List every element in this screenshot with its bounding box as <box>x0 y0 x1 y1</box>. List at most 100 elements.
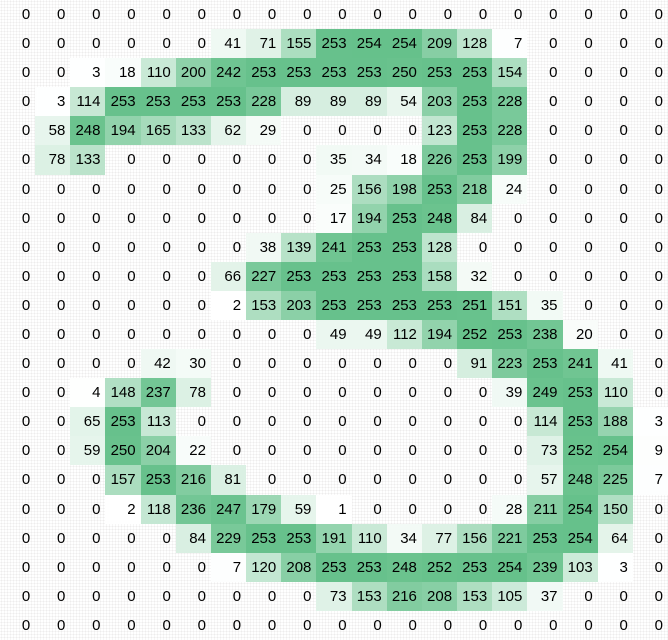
heatmap-cell[interactable]: 0 <box>514 238 523 256</box>
heatmap-cell[interactable]: 118 <box>140 494 176 524</box>
heatmap-cell[interactable]: 0 <box>232 442 242 460</box>
heatmap-cell[interactable]: 0 <box>373 122 382 140</box>
heatmap-cell[interactable]: 0 <box>267 209 277 227</box>
heatmap-cell[interactable]: 253 <box>316 29 352 59</box>
heatmap-cell[interactable]: 0 <box>197 6 206 24</box>
heatmap-cell[interactable]: 0 <box>303 587 312 605</box>
heatmap-cell[interactable]: 253 <box>421 174 458 204</box>
heatmap-cell[interactable]: 37 <box>527 581 563 611</box>
heatmap-cell[interactable]: 84 <box>457 203 493 233</box>
heatmap-cell[interactable]: 110 <box>140 58 176 88</box>
heatmap-cell[interactable]: 39 <box>492 378 528 408</box>
heatmap-cell[interactable]: 0 <box>408 355 417 373</box>
heatmap-cell[interactable]: 252 <box>562 436 598 466</box>
heatmap-cell[interactable]: 0 <box>267 384 277 402</box>
heatmap-cell[interactable]: 0 <box>443 500 453 518</box>
heatmap-cell[interactable]: 179 <box>246 494 282 524</box>
heatmap-cell[interactable]: 0 <box>127 6 136 24</box>
heatmap-cell[interactable]: 250 <box>386 58 422 88</box>
heatmap-cell[interactable]: 254 <box>597 436 633 466</box>
heatmap-cell[interactable]: 0 <box>162 151 171 169</box>
heatmap-cell[interactable]: 0 <box>92 558 101 576</box>
heatmap-cell[interactable]: 0 <box>267 471 277 489</box>
heatmap-cell[interactable]: 0 <box>303 384 312 402</box>
heatmap-cell[interactable]: 42 <box>140 349 176 379</box>
heatmap-cell[interactable]: 0 <box>56 529 66 547</box>
heatmap-cell[interactable]: 0 <box>56 238 66 256</box>
heatmap-cell[interactable]: 0 <box>21 64 31 82</box>
heatmap-cell[interactable]: 0 <box>654 151 663 169</box>
heatmap-cell[interactable]: 0 <box>232 326 242 344</box>
heatmap-cell[interactable]: 0 <box>408 384 417 402</box>
heatmap-cell[interactable]: 0 <box>197 616 206 634</box>
heatmap-cell[interactable]: 0 <box>21 238 31 256</box>
heatmap-cell[interactable]: 253 <box>386 232 422 262</box>
heatmap-cell[interactable]: 0 <box>654 529 663 547</box>
heatmap-cell[interactable]: 139 <box>281 232 317 262</box>
heatmap-cell[interactable]: 0 <box>21 587 31 605</box>
heatmap-cell[interactable]: 153 <box>457 581 493 611</box>
heatmap-cell[interactable]: 0 <box>654 587 663 605</box>
heatmap-cell[interactable]: 35 <box>316 145 352 175</box>
heatmap-cell[interactable]: 0 <box>56 587 66 605</box>
heatmap-cell[interactable]: 0 <box>92 238 101 256</box>
heatmap-cell[interactable]: 0 <box>197 151 206 169</box>
heatmap-cell[interactable]: 250 <box>105 436 141 466</box>
heatmap-cell[interactable]: 54 <box>386 87 422 117</box>
heatmap-cell[interactable]: 0 <box>162 296 171 314</box>
heatmap-cell[interactable]: 58 <box>35 116 71 146</box>
heatmap-cell[interactable]: 0 <box>127 151 136 169</box>
heatmap-cell[interactable]: 30 <box>175 349 211 379</box>
heatmap-cell[interactable]: 0 <box>127 267 136 285</box>
heatmap-cell[interactable]: 0 <box>92 500 101 518</box>
heatmap-cell[interactable]: 155 <box>281 29 317 59</box>
heatmap-cell[interactable]: 0 <box>21 442 31 460</box>
heatmap-cell[interactable]: 0 <box>549 238 558 256</box>
heatmap-cell[interactable]: 253 <box>386 203 422 233</box>
heatmap-cell[interactable]: 0 <box>549 6 558 24</box>
heatmap-cell[interactable]: 0 <box>338 442 347 460</box>
heatmap-cell[interactable]: 0 <box>21 151 31 169</box>
heatmap-cell[interactable]: 0 <box>654 122 663 140</box>
heatmap-cell[interactable]: 253 <box>316 552 352 582</box>
heatmap-cell[interactable]: 204 <box>140 436 176 466</box>
heatmap-cell[interactable]: 0 <box>373 500 382 518</box>
heatmap-cell[interactable]: 254 <box>351 29 387 59</box>
heatmap-cell[interactable]: 253 <box>351 58 387 88</box>
heatmap-cell[interactable]: 0 <box>56 6 66 24</box>
heatmap-cell[interactable]: 0 <box>654 93 663 111</box>
heatmap-cell[interactable]: 0 <box>654 500 663 518</box>
heatmap-cell[interactable]: 216 <box>175 465 211 495</box>
heatmap-cell[interactable]: 0 <box>654 64 663 82</box>
heatmap-cell[interactable]: 218 <box>457 174 493 204</box>
heatmap-cell[interactable]: 229 <box>210 523 247 553</box>
heatmap-cell[interactable]: 156 <box>351 174 387 204</box>
heatmap-cell[interactable]: 0 <box>21 413 31 431</box>
heatmap-cell[interactable]: 253 <box>105 87 141 117</box>
heatmap-cell[interactable]: 0 <box>619 238 628 256</box>
heatmap-cell[interactable]: 191 <box>316 523 352 553</box>
heatmap-cell[interactable]: 0 <box>21 500 31 518</box>
heatmap-cell[interactable]: 237 <box>140 378 176 408</box>
heatmap-cell[interactable]: 253 <box>421 58 458 88</box>
heatmap-cell[interactable]: 252 <box>457 320 493 350</box>
heatmap-cell[interactable]: 148 <box>105 378 141 408</box>
heatmap-cell[interactable]: 208 <box>281 552 317 582</box>
heatmap-cell[interactable]: 226 <box>421 145 458 175</box>
heatmap-cell[interactable]: 0 <box>21 93 31 111</box>
heatmap-cell[interactable]: 0 <box>127 296 136 314</box>
heatmap-cell[interactable]: 110 <box>351 523 387 553</box>
heatmap-cell[interactable]: 194 <box>421 320 458 350</box>
heatmap-cell[interactable]: 0 <box>549 267 558 285</box>
heatmap-cell[interactable]: 0 <box>584 587 593 605</box>
heatmap-cell[interactable]: 253 <box>246 58 282 88</box>
heatmap-cell[interactable]: 0 <box>584 6 593 24</box>
heatmap-cell[interactable]: 0 <box>127 355 136 373</box>
heatmap-cell[interactable]: 254 <box>492 552 528 582</box>
heatmap-cell[interactable]: 0 <box>549 93 558 111</box>
heatmap-cell[interactable]: 0 <box>56 384 66 402</box>
heatmap-cell[interactable]: 0 <box>654 616 663 634</box>
heatmap-cell[interactable]: 0 <box>549 180 558 198</box>
heatmap-cell[interactable]: 128 <box>421 232 458 262</box>
heatmap-cell[interactable]: 0 <box>408 616 417 634</box>
